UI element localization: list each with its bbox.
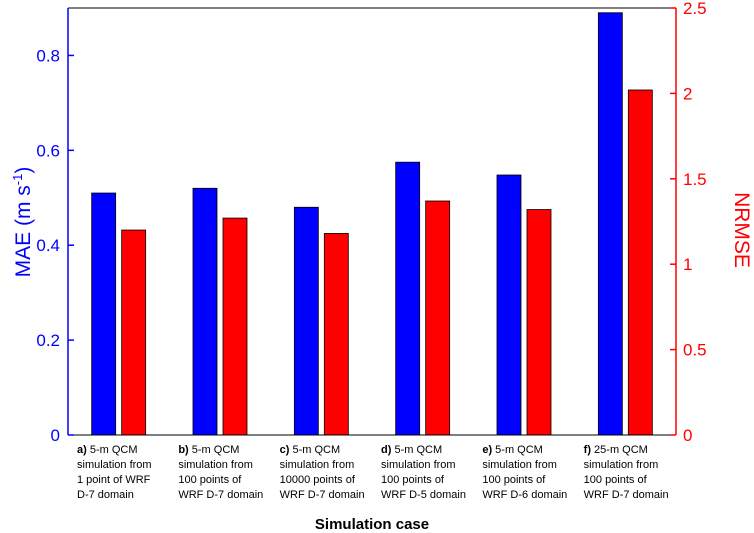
category-labels: a) 5-m QCM simulation from 1 point of WRF D… bbox=[77, 444, 669, 501]
bar-mae bbox=[395, 161, 421, 436]
x-axis-title: Simulation case bbox=[315, 516, 429, 533]
y-left-title-close: ) bbox=[12, 167, 35, 174]
left-tick-label: 0.4 bbox=[36, 236, 60, 255]
category-label-line: 100 points of bbox=[482, 474, 546, 486]
category-letter: f) bbox=[584, 444, 592, 456]
category-label-line: 100 points of bbox=[584, 474, 648, 486]
left-tick-label: 0.8 bbox=[36, 46, 60, 65]
category-label-line: WRF D-7 domain bbox=[178, 489, 263, 501]
left-y-axis: 0 0.2 0.4 0.6 0.8 bbox=[36, 8, 74, 445]
y-left-title-sup: -1 bbox=[10, 174, 25, 186]
left-tick-label: 0 bbox=[51, 426, 60, 445]
right-tick-label: 2.5 bbox=[683, 0, 707, 18]
bars bbox=[91, 12, 653, 436]
category-label-line: simulation from bbox=[381, 459, 456, 471]
category-label-line: simulation from bbox=[280, 459, 355, 471]
category-label-line: c) 5-m QCM bbox=[280, 444, 341, 456]
category-label-line: 10000 points of bbox=[280, 474, 356, 486]
right-tick-label: 2 bbox=[683, 84, 692, 103]
bar-mae bbox=[91, 192, 117, 436]
bar-nrmse bbox=[425, 200, 451, 436]
bar-mae bbox=[293, 206, 319, 436]
category-text: 5-m QCM bbox=[87, 444, 138, 456]
category-letter: b) bbox=[178, 444, 189, 456]
bar-nrmse bbox=[526, 209, 552, 436]
category-label-line: simulation from bbox=[178, 459, 253, 471]
category-text: 5-m QCM bbox=[492, 444, 543, 456]
category-label-line: D-7 domain bbox=[77, 489, 134, 501]
category-label-line: WRF D-6 domain bbox=[482, 489, 567, 501]
right-tick-label: 1.5 bbox=[683, 170, 707, 189]
left-tick-label: 0.6 bbox=[36, 141, 60, 160]
right-tick-label: 1 bbox=[683, 255, 692, 274]
bar-nrmse bbox=[222, 217, 248, 436]
category-label-line: d) 5-m QCM bbox=[381, 444, 442, 456]
category-label-line: WRF D-5 domain bbox=[381, 489, 466, 501]
right-y-axis: 0 0.5 1 1.5 2 2.5 bbox=[670, 0, 707, 445]
category-label-line: simulation from bbox=[584, 459, 659, 471]
category-text: 5-m QCM bbox=[189, 444, 240, 456]
category-label-line: e) 5-m QCM bbox=[482, 444, 543, 456]
category-label-line: 1 point of WRF bbox=[77, 474, 151, 486]
category-label-line: b) 5-m QCM bbox=[178, 444, 239, 456]
category-label-line: f) 25-m QCM bbox=[584, 444, 648, 456]
bar-mae bbox=[496, 174, 522, 436]
category-letter: a) bbox=[77, 444, 87, 456]
bar-nrmse bbox=[323, 233, 349, 436]
bar-mae bbox=[192, 187, 218, 436]
bar-nrmse bbox=[627, 89, 653, 436]
left-tick-label: 0.2 bbox=[36, 331, 60, 350]
bar-mae bbox=[597, 12, 623, 436]
category-letter: c) bbox=[280, 444, 290, 456]
category-label-line: simulation from bbox=[482, 459, 557, 471]
right-tick-label: 0.5 bbox=[683, 341, 707, 360]
right-tick-label: 0 bbox=[683, 426, 692, 445]
category-letter: d) bbox=[381, 444, 392, 456]
bar-nrmse bbox=[121, 229, 147, 436]
category-text: 5-m QCM bbox=[391, 444, 442, 456]
category-label-line: WRF D-7 domain bbox=[280, 489, 365, 501]
category-label-line: 100 points of bbox=[381, 474, 445, 486]
y-left-title: MAE (m s-1) bbox=[10, 167, 35, 278]
category-label-line: simulation from bbox=[77, 459, 152, 471]
y-left-title-base: MAE (m s bbox=[12, 185, 35, 277]
category-text: 5-m QCM bbox=[289, 444, 340, 456]
category-label-line: a) 5-m QCM bbox=[77, 444, 138, 456]
category-label-line: WRF D-7 domain bbox=[584, 489, 669, 501]
plot-area bbox=[68, 8, 676, 435]
y-right-title: NRMSE bbox=[730, 192, 753, 268]
category-text: 25-m QCM bbox=[591, 444, 648, 456]
category-label-line: 100 points of bbox=[178, 474, 242, 486]
category-letter: e) bbox=[482, 444, 492, 456]
